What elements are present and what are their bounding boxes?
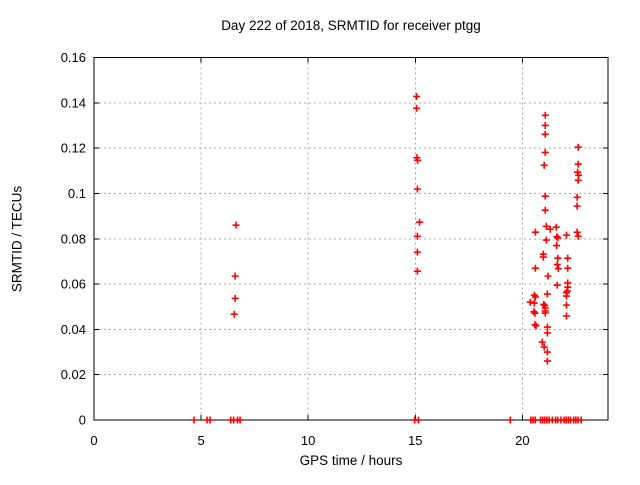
data-point [543, 290, 551, 298]
x-tick-labels: 0 5 10 15 20 [90, 433, 529, 448]
chart-title: Day 222 of 2018, SRMTID for receiver ptg… [221, 18, 481, 33]
data-points [190, 92, 585, 424]
data-point [530, 308, 538, 316]
data-point [230, 310, 238, 318]
data-point [540, 161, 548, 169]
x-tick-label: 15 [408, 433, 422, 448]
y-tick-labels: 0 0.02 0.04 0.06 0.08 0.1 0.12 0.14 0.16 [61, 50, 86, 428]
y-tick-label: 0.12 [61, 141, 86, 156]
data-point [553, 261, 561, 269]
data-point [231, 294, 239, 302]
x-tick-label: 10 [301, 433, 315, 448]
y-tick-label: 0.06 [61, 277, 86, 292]
data-point [574, 143, 582, 151]
data-point [541, 206, 549, 214]
y-tick-label: 0.08 [61, 231, 86, 246]
data-point [416, 218, 424, 226]
data-point [554, 234, 562, 242]
data-point [540, 300, 548, 308]
x-tick-label: 5 [197, 433, 204, 448]
data-point [562, 312, 570, 320]
data-point [413, 92, 421, 100]
data-point [413, 267, 421, 275]
data-point [573, 228, 581, 236]
data-point [573, 202, 581, 210]
data-point [553, 233, 561, 241]
data-point [526, 298, 534, 306]
data-point [554, 265, 562, 273]
data-point [541, 309, 549, 317]
y-axis-label: SRMTID / TECUs [9, 185, 25, 293]
data-point [562, 301, 570, 309]
data-point [206, 416, 214, 424]
y-tick-label: 0.04 [61, 322, 86, 337]
data-point [413, 248, 421, 256]
data-point [538, 338, 546, 346]
data-point [231, 272, 239, 280]
data-point [532, 322, 540, 330]
data-point [574, 176, 582, 184]
data-point [542, 222, 550, 230]
data-point [546, 225, 554, 233]
data-point [540, 343, 548, 351]
data-point [539, 253, 547, 261]
data-point [531, 321, 539, 329]
data-point [531, 264, 539, 272]
data-point [564, 254, 572, 262]
data-point [190, 416, 198, 424]
data-point [577, 416, 585, 424]
data-point [541, 192, 549, 200]
gridlines [94, 57, 608, 420]
data-point [574, 168, 582, 176]
data-point [541, 121, 549, 129]
data-point [531, 309, 539, 317]
data-point [562, 231, 570, 239]
y-tick-label: 0.1 [68, 186, 86, 201]
data-point [544, 272, 552, 280]
data-point [562, 292, 570, 300]
y-tick-label: 0 [79, 413, 86, 428]
data-point [413, 232, 421, 240]
data-point [553, 242, 561, 250]
y-tick-label: 0.02 [61, 367, 86, 382]
data-point [543, 348, 551, 356]
data-point [543, 323, 551, 331]
data-point [541, 148, 549, 156]
data-point [413, 185, 421, 193]
data-point [413, 104, 421, 112]
data-point [553, 281, 561, 289]
data-point [552, 223, 560, 231]
data-point [554, 254, 562, 262]
data-point [530, 299, 538, 307]
data-point [414, 156, 422, 164]
data-point [543, 329, 551, 337]
data-point [542, 236, 550, 244]
x-tick-label: 20 [515, 433, 529, 448]
data-point [531, 293, 539, 301]
data-point [563, 287, 571, 295]
data-point [541, 111, 549, 119]
y-tick-label: 0.14 [61, 95, 86, 110]
x-tick-label: 0 [90, 433, 97, 448]
data-point [541, 130, 549, 138]
data-point [232, 221, 240, 229]
data-point [543, 357, 551, 365]
plot-border [93, 57, 609, 421]
data-point [414, 416, 422, 424]
data-point [574, 232, 582, 240]
data-point [506, 416, 514, 424]
data-point [574, 160, 582, 168]
data-point [236, 416, 244, 424]
data-point [531, 228, 539, 236]
data-point [573, 193, 581, 201]
x-axis-label: GPS time / hours [299, 453, 403, 468]
y-tick-label: 0.16 [61, 50, 86, 65]
data-point [564, 264, 572, 272]
